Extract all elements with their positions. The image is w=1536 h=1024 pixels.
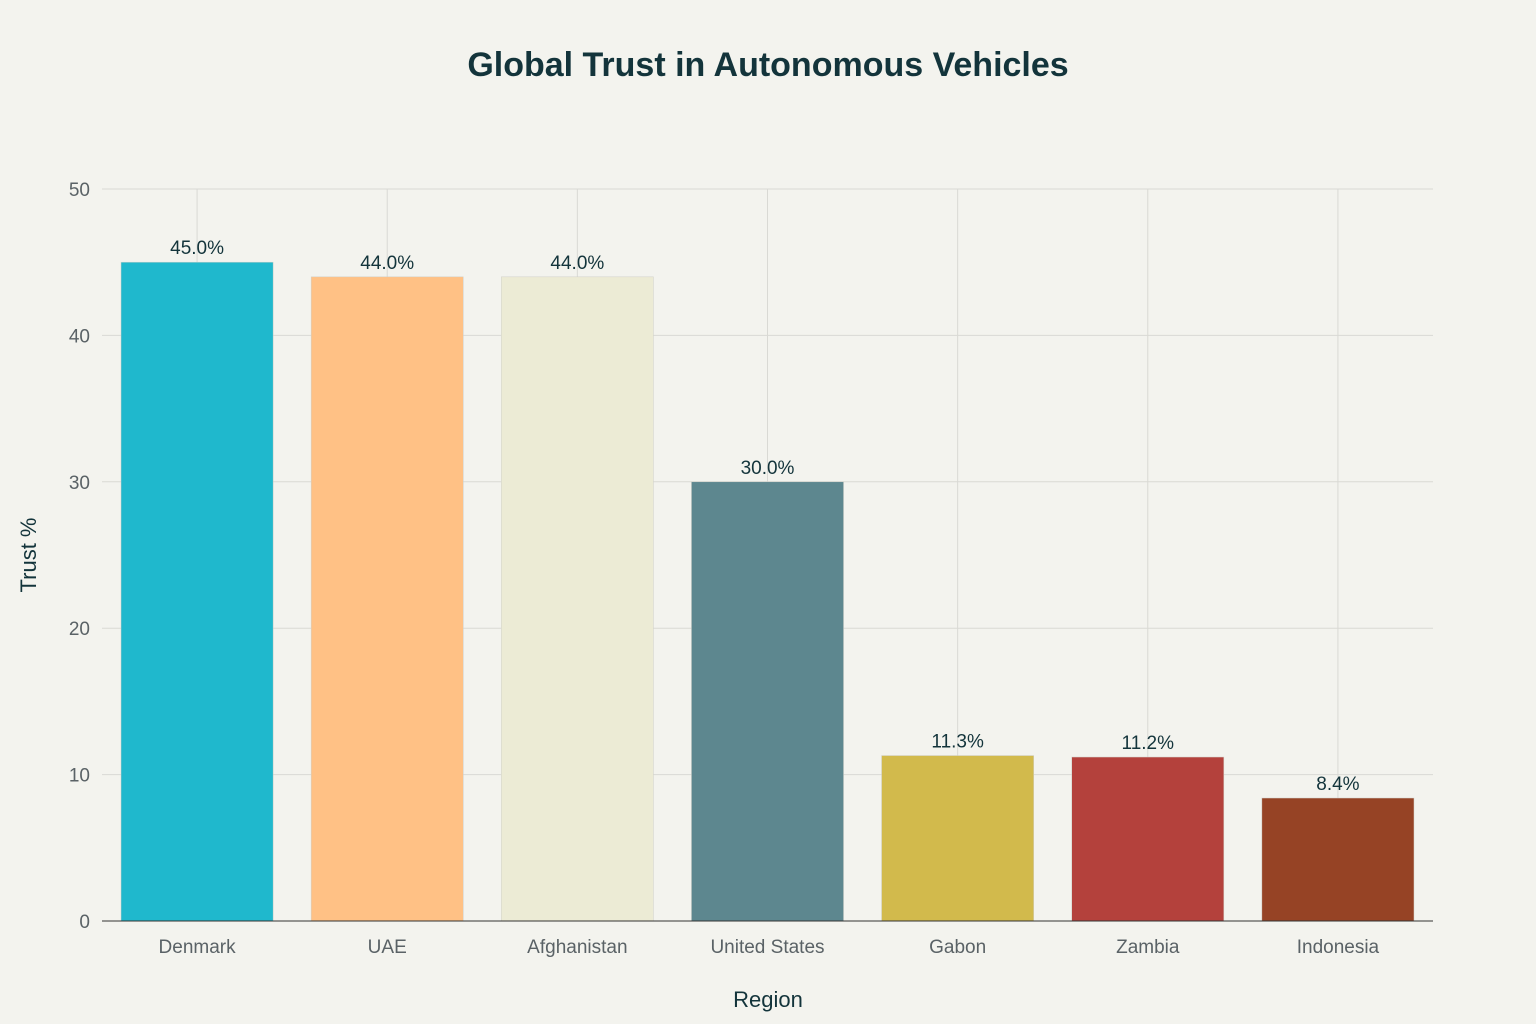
data-labels: 45.0% 44.0% 44.0% 30.0% 11.3% 11.2% 8.4%: [170, 238, 1360, 795]
bar-uae: [310, 276, 464, 922]
bar-denmark: [120, 261, 274, 922]
x-tick-label: United States: [710, 937, 824, 958]
x-tick-label: UAE: [368, 937, 407, 958]
y-tick-label: 30: [69, 473, 90, 494]
y-tick-label: 20: [69, 619, 90, 640]
y-tick-label: 10: [69, 766, 90, 787]
x-tick-label: Zambia: [1116, 937, 1180, 958]
bar-united-states: [691, 481, 844, 922]
bar-gabon: [881, 755, 1034, 922]
data-label: 8.4%: [1316, 774, 1359, 795]
y-tick-label: 40: [69, 326, 90, 347]
x-tick-label: Afghanistan: [527, 937, 627, 958]
bar-afghanistan: [501, 276, 654, 922]
y-axis-title: Trust %: [16, 518, 41, 593]
data-label: 11.3%: [931, 732, 984, 753]
y-tick-label: 50: [69, 180, 90, 201]
chart-title: Global Trust in Autonomous Vehicles: [467, 46, 1068, 84]
x-tick-label: Denmark: [159, 937, 237, 958]
y-axis-ticks: 0 10 20 30 40 50: [69, 180, 90, 933]
data-label: 44.0%: [550, 253, 604, 274]
x-tick-label: Gabon: [929, 937, 986, 958]
bars: [120, 261, 1415, 922]
data-label: 11.2%: [1122, 733, 1175, 754]
data-label: 45.0%: [170, 238, 224, 259]
y-tick-label: 0: [79, 912, 90, 933]
x-axis-ticks: Denmark UAE Afghanistan United States Gabon Z…: [159, 937, 1380, 958]
bar-zambia: [1071, 756, 1225, 922]
data-label: 30.0%: [741, 458, 795, 479]
data-label: 44.0%: [360, 253, 414, 274]
bar-indonesia: [1261, 797, 1415, 922]
x-tick-label: Indonesia: [1297, 937, 1380, 958]
x-axis-title: Region: [733, 987, 803, 1012]
